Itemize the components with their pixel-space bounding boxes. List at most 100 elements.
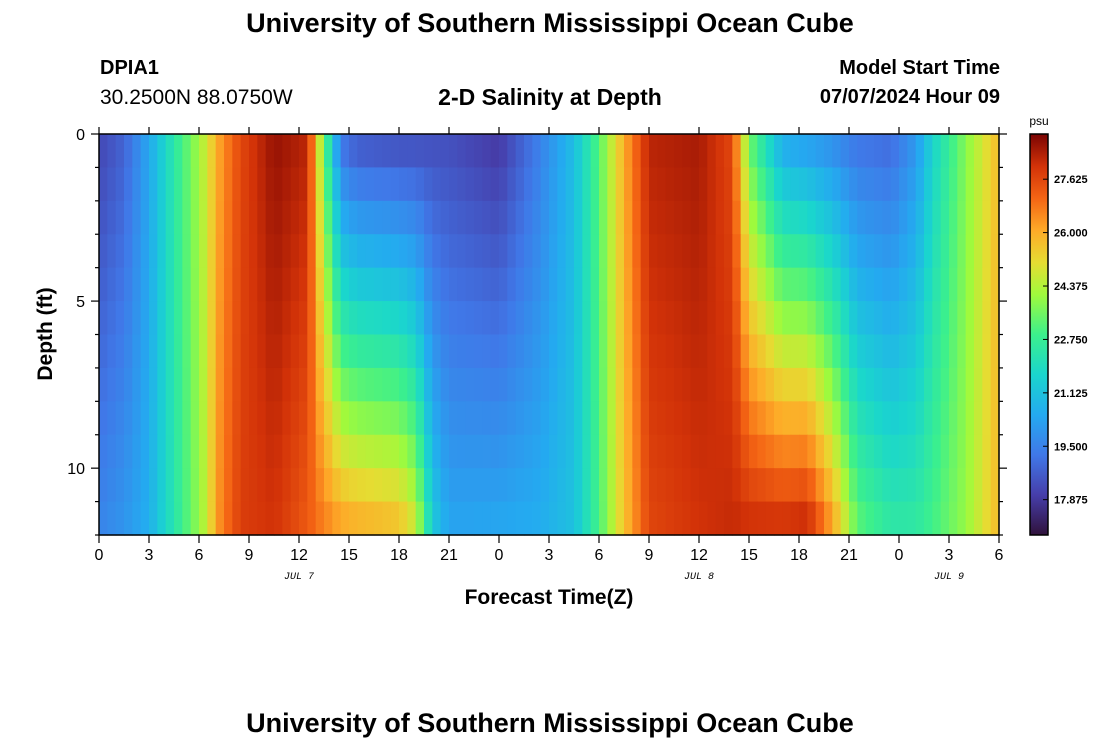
heatmap-cell [724, 501, 733, 536]
heatmap-cell [865, 468, 875, 503]
heatmap-cell [482, 301, 492, 336]
heatmap-cell [257, 434, 267, 469]
heatmap-cell [965, 401, 975, 436]
heatmap-cell [249, 501, 258, 536]
heatmap-cell [532, 434, 542, 469]
heatmap-cell [365, 334, 375, 369]
heatmap-cell [740, 301, 750, 336]
heatmap-cell [190, 134, 200, 169]
heatmap-cell [132, 501, 142, 536]
heatmap-cell [457, 267, 467, 302]
heatmap-cell [507, 301, 517, 336]
heatmap-cell [115, 200, 125, 235]
heatmap-cell [190, 200, 200, 235]
heatmap-cell [390, 367, 400, 402]
heatmap-cell [240, 134, 250, 169]
heatmap-cell [490, 501, 500, 536]
heatmap-cell [557, 234, 567, 269]
heatmap-cell [824, 267, 833, 302]
heatmap-cell [699, 501, 708, 536]
heatmap-cell [165, 501, 175, 536]
heatmap-cell [957, 167, 967, 202]
heatmap-cell [990, 334, 1000, 369]
heatmap-cell [824, 167, 833, 202]
heatmap-cell [799, 401, 808, 436]
heatmap-cell [899, 234, 908, 269]
heatmap-cell [757, 267, 767, 302]
heatmap-cell [224, 234, 233, 269]
heatmap-cell [990, 134, 1000, 169]
heatmap-cell [474, 301, 483, 336]
x-axis-label: Forecast Time(Z) [465, 586, 634, 609]
heatmap-cell [782, 267, 792, 302]
heatmap-cell [149, 434, 158, 469]
heatmap-cell [99, 468, 108, 503]
heatmap-cell [849, 167, 858, 202]
heatmap-cell [215, 434, 225, 469]
heatmap-cell [790, 200, 800, 235]
heatmap-cell [574, 334, 583, 369]
heatmap-cell [124, 200, 133, 235]
heatmap-cell [349, 334, 358, 369]
heatmap-cell [524, 401, 533, 436]
heatmap-cell [490, 267, 500, 302]
heatmap-cell [649, 267, 658, 302]
heatmap-cell [515, 200, 525, 235]
heatmap-cell [257, 167, 267, 202]
heatmap-cell [799, 134, 808, 169]
x-tick-label: 0 [495, 547, 504, 564]
heatmap-cell [340, 167, 350, 202]
heatmap-cell [949, 334, 958, 369]
heatmap-cell [415, 501, 425, 536]
heatmap-cell [699, 267, 708, 302]
heatmap-cell [807, 434, 817, 469]
heatmap-cell [165, 468, 175, 503]
heatmap-cell [615, 134, 625, 169]
x-tick-label: 18 [390, 547, 408, 564]
heatmap-cell [349, 134, 358, 169]
heatmap-cell [815, 301, 825, 336]
heatmap-cell [282, 134, 292, 169]
heatmap-cell [982, 167, 992, 202]
heatmap-cell [657, 301, 667, 336]
heatmap-cell [557, 134, 567, 169]
heatmap-cell [457, 134, 467, 169]
heatmap-cell [607, 334, 617, 369]
heatmap-cell [315, 267, 325, 302]
heatmap-cell [832, 134, 842, 169]
heatmap-cell [249, 134, 258, 169]
heatmap-cell [340, 367, 350, 402]
heatmap-cell [457, 434, 467, 469]
heatmap-cell [907, 501, 917, 536]
heatmap-cell [232, 234, 242, 269]
heatmap-cell [290, 134, 300, 169]
heatmap-cell [849, 434, 858, 469]
heatmap-cell [499, 234, 508, 269]
heatmap-cell [507, 367, 517, 402]
heatmap-cell [774, 267, 783, 302]
heatmap-cell [674, 468, 683, 503]
heatmap-cell [465, 367, 475, 402]
heatmap-cell [540, 301, 550, 336]
heatmap-cell [674, 134, 683, 169]
heatmap-cell [899, 434, 908, 469]
heatmap-cell [115, 234, 125, 269]
heatmap-cell [857, 334, 867, 369]
heatmap-cell [907, 301, 917, 336]
heatmap-cell [890, 334, 900, 369]
heatmap-cell [240, 434, 250, 469]
heatmap-cell [582, 200, 592, 235]
heatmap-cell [490, 468, 500, 503]
heatmap-cell [590, 301, 600, 336]
heatmap-cell [557, 334, 567, 369]
heatmap-cell [290, 468, 300, 503]
heatmap-cell [274, 434, 283, 469]
heatmap-cell [490, 367, 500, 402]
heatmap-cell [957, 501, 967, 536]
heatmap-cell [532, 267, 542, 302]
heatmap-cell [774, 434, 783, 469]
heatmap-cell [582, 267, 592, 302]
heatmap-cell [674, 434, 683, 469]
heatmap-cell [174, 367, 183, 402]
heatmap-cells [99, 134, 1000, 536]
